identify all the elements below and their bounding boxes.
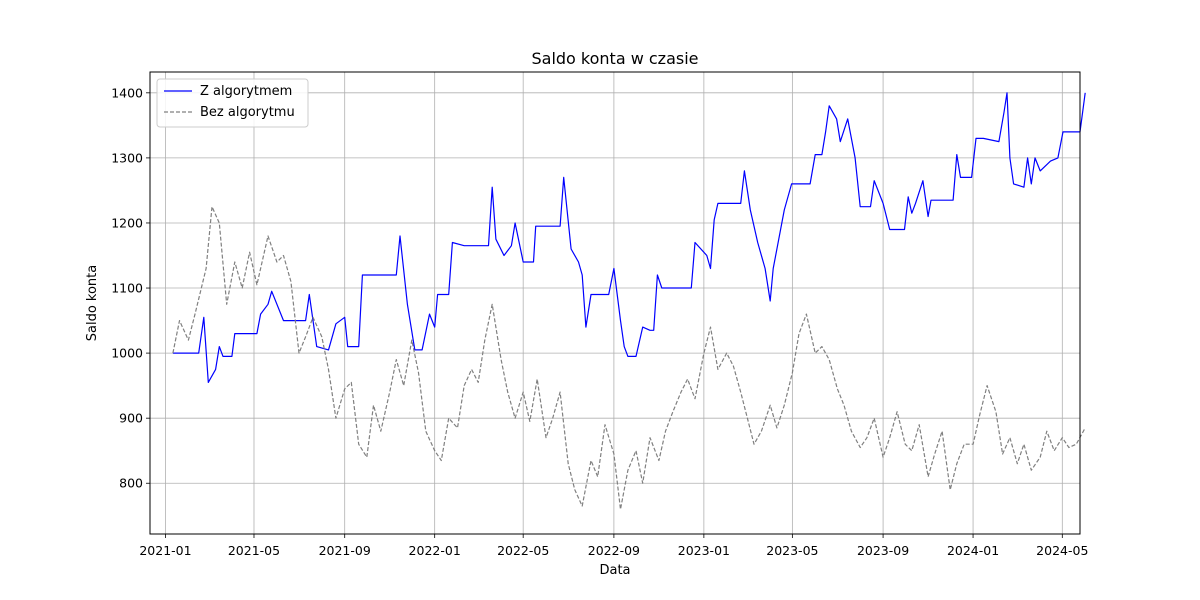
x-axis: 2021-01 2021-05 2021-09 2022-01 2022-05 2022-… [139,534,1088,558]
x-tick-label: 2022-05 [497,543,549,558]
x-tick-label: 2023-01 [678,543,730,558]
y-axis: 800 900 1000 1100 1200 1300 1400 [111,85,150,491]
legend-label-z-algorytmem: Z algorytmem [200,84,292,99]
chart-title: Saldo konta w czasie [531,49,698,68]
x-tick-label: 2021-01 [139,543,191,558]
x-axis-label: Data [599,563,630,578]
y-tick-label: 1000 [111,346,143,361]
legend: Z algorytmem Bez algorytmu [156,78,309,128]
x-tick-label: 2022-01 [409,543,461,558]
y-tick-label: 1200 [111,215,143,230]
y-tick-label: 1400 [111,85,143,100]
y-tick-label: 900 [119,411,143,426]
plot-frame [149,71,1081,535]
y-axis-label: Saldo konta [85,265,100,342]
y-tick-label: 800 [119,476,143,491]
x-tick-label: 2021-05 [228,543,280,558]
legend-label-bez-algorytmu: Bez algorytmu [200,105,295,120]
x-tick-label: 2024-01 [947,543,999,558]
y-tick-label: 1100 [111,281,143,296]
legend-box [156,78,309,128]
series-line-bez-algorytmu [172,206,1086,510]
x-tick-label: 2022-09 [588,543,640,558]
x-tick-label: 2023-09 [857,543,909,558]
x-tick-label: 2024-05 [1036,543,1088,558]
x-tick-label: 2023-05 [766,543,818,558]
series-layer [172,92,1086,510]
y-tick-label: 1300 [111,150,143,165]
x-tick-label: 2021-09 [319,543,371,558]
grid [150,72,1080,534]
series-line-z-algorytmem [172,92,1086,383]
